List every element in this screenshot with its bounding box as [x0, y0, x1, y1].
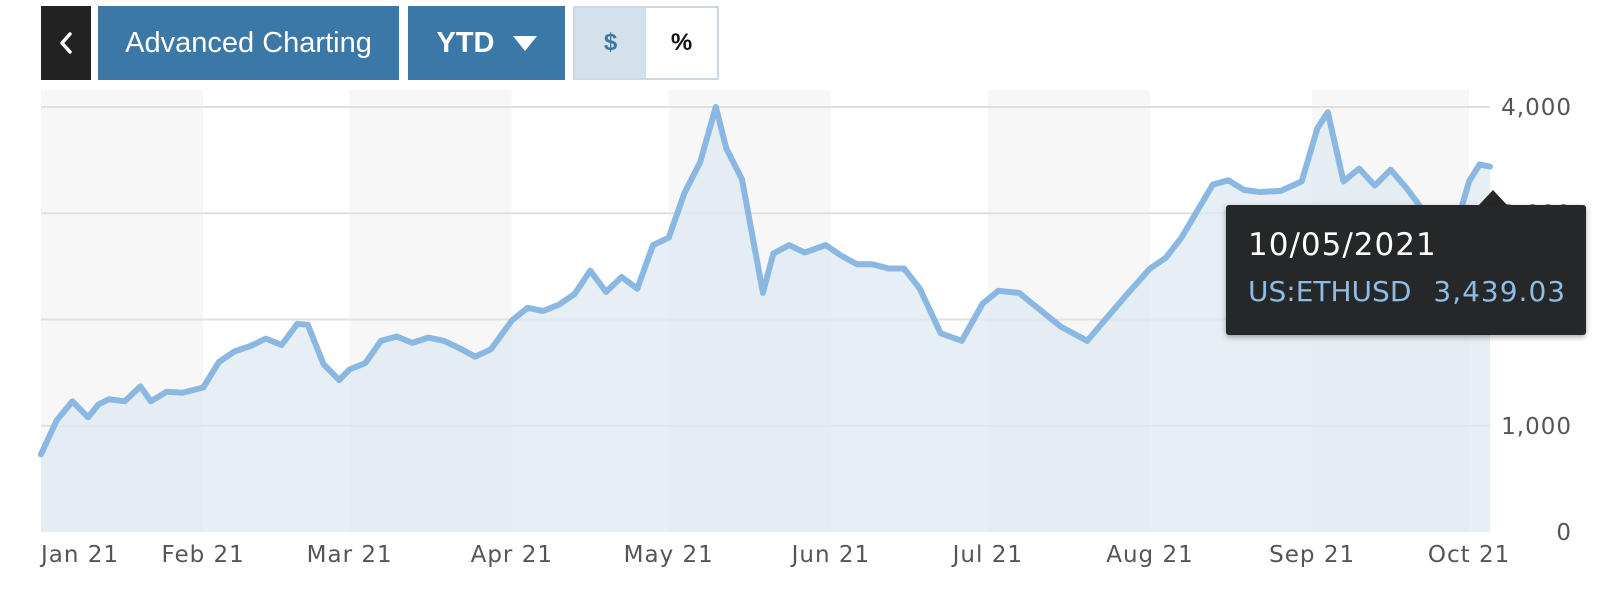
- chevron-left-icon: [60, 32, 72, 54]
- unit-percent-option[interactable]: %: [646, 8, 717, 78]
- x-tick-label: Jan 21: [39, 542, 119, 568]
- tooltip-symbol: US:ETHUSD: [1248, 275, 1412, 308]
- price-tooltip: 10/05/2021 US:ETHUSD 3,439.03: [1226, 205, 1586, 335]
- x-tick-label: Jun 21: [790, 542, 871, 568]
- x-tick-label: Feb 21: [162, 542, 245, 568]
- tooltip-arrow: [1478, 190, 1508, 206]
- y-tick-label: 4,000: [1501, 95, 1572, 121]
- tooltip-row: US:ETHUSD 3,439.03: [1248, 275, 1566, 308]
- range-label: YTD: [436, 26, 495, 59]
- x-tick-label: Mar 21: [307, 542, 393, 568]
- x-tick-label: Apr 21: [471, 542, 553, 568]
- tooltip-date: 10/05/2021: [1248, 227, 1437, 263]
- x-tick-label: May 21: [624, 542, 714, 568]
- x-tick-label: Jul 21: [951, 542, 1023, 568]
- advanced-charting-label: Advanced Charting: [125, 26, 372, 59]
- x-tick-label: Oct 21: [1428, 542, 1510, 568]
- unit-dollar-option[interactable]: $: [575, 8, 646, 78]
- tooltip-value: 3,439.03: [1433, 275, 1567, 308]
- price-area: [41, 107, 1490, 532]
- y-tick-label: 0: [1556, 520, 1572, 546]
- advanced-charting-button[interactable]: Advanced Charting: [98, 6, 399, 80]
- price-line: [38, 104, 1493, 458]
- range-dropdown[interactable]: YTD: [408, 6, 565, 80]
- unit-toggle: $ %: [573, 6, 719, 80]
- caret-down-icon: [512, 35, 537, 51]
- back-button[interactable]: [41, 6, 91, 80]
- y-tick-label: 1,000: [1501, 414, 1572, 440]
- x-axis-labels: Jan 21 Feb 21 Mar 21 Apr 21 May 21 Jun 21 Jul …: [39, 542, 1510, 568]
- x-tick-label: Aug 21: [1106, 542, 1194, 568]
- x-tick-label: Sep 21: [1269, 542, 1355, 568]
